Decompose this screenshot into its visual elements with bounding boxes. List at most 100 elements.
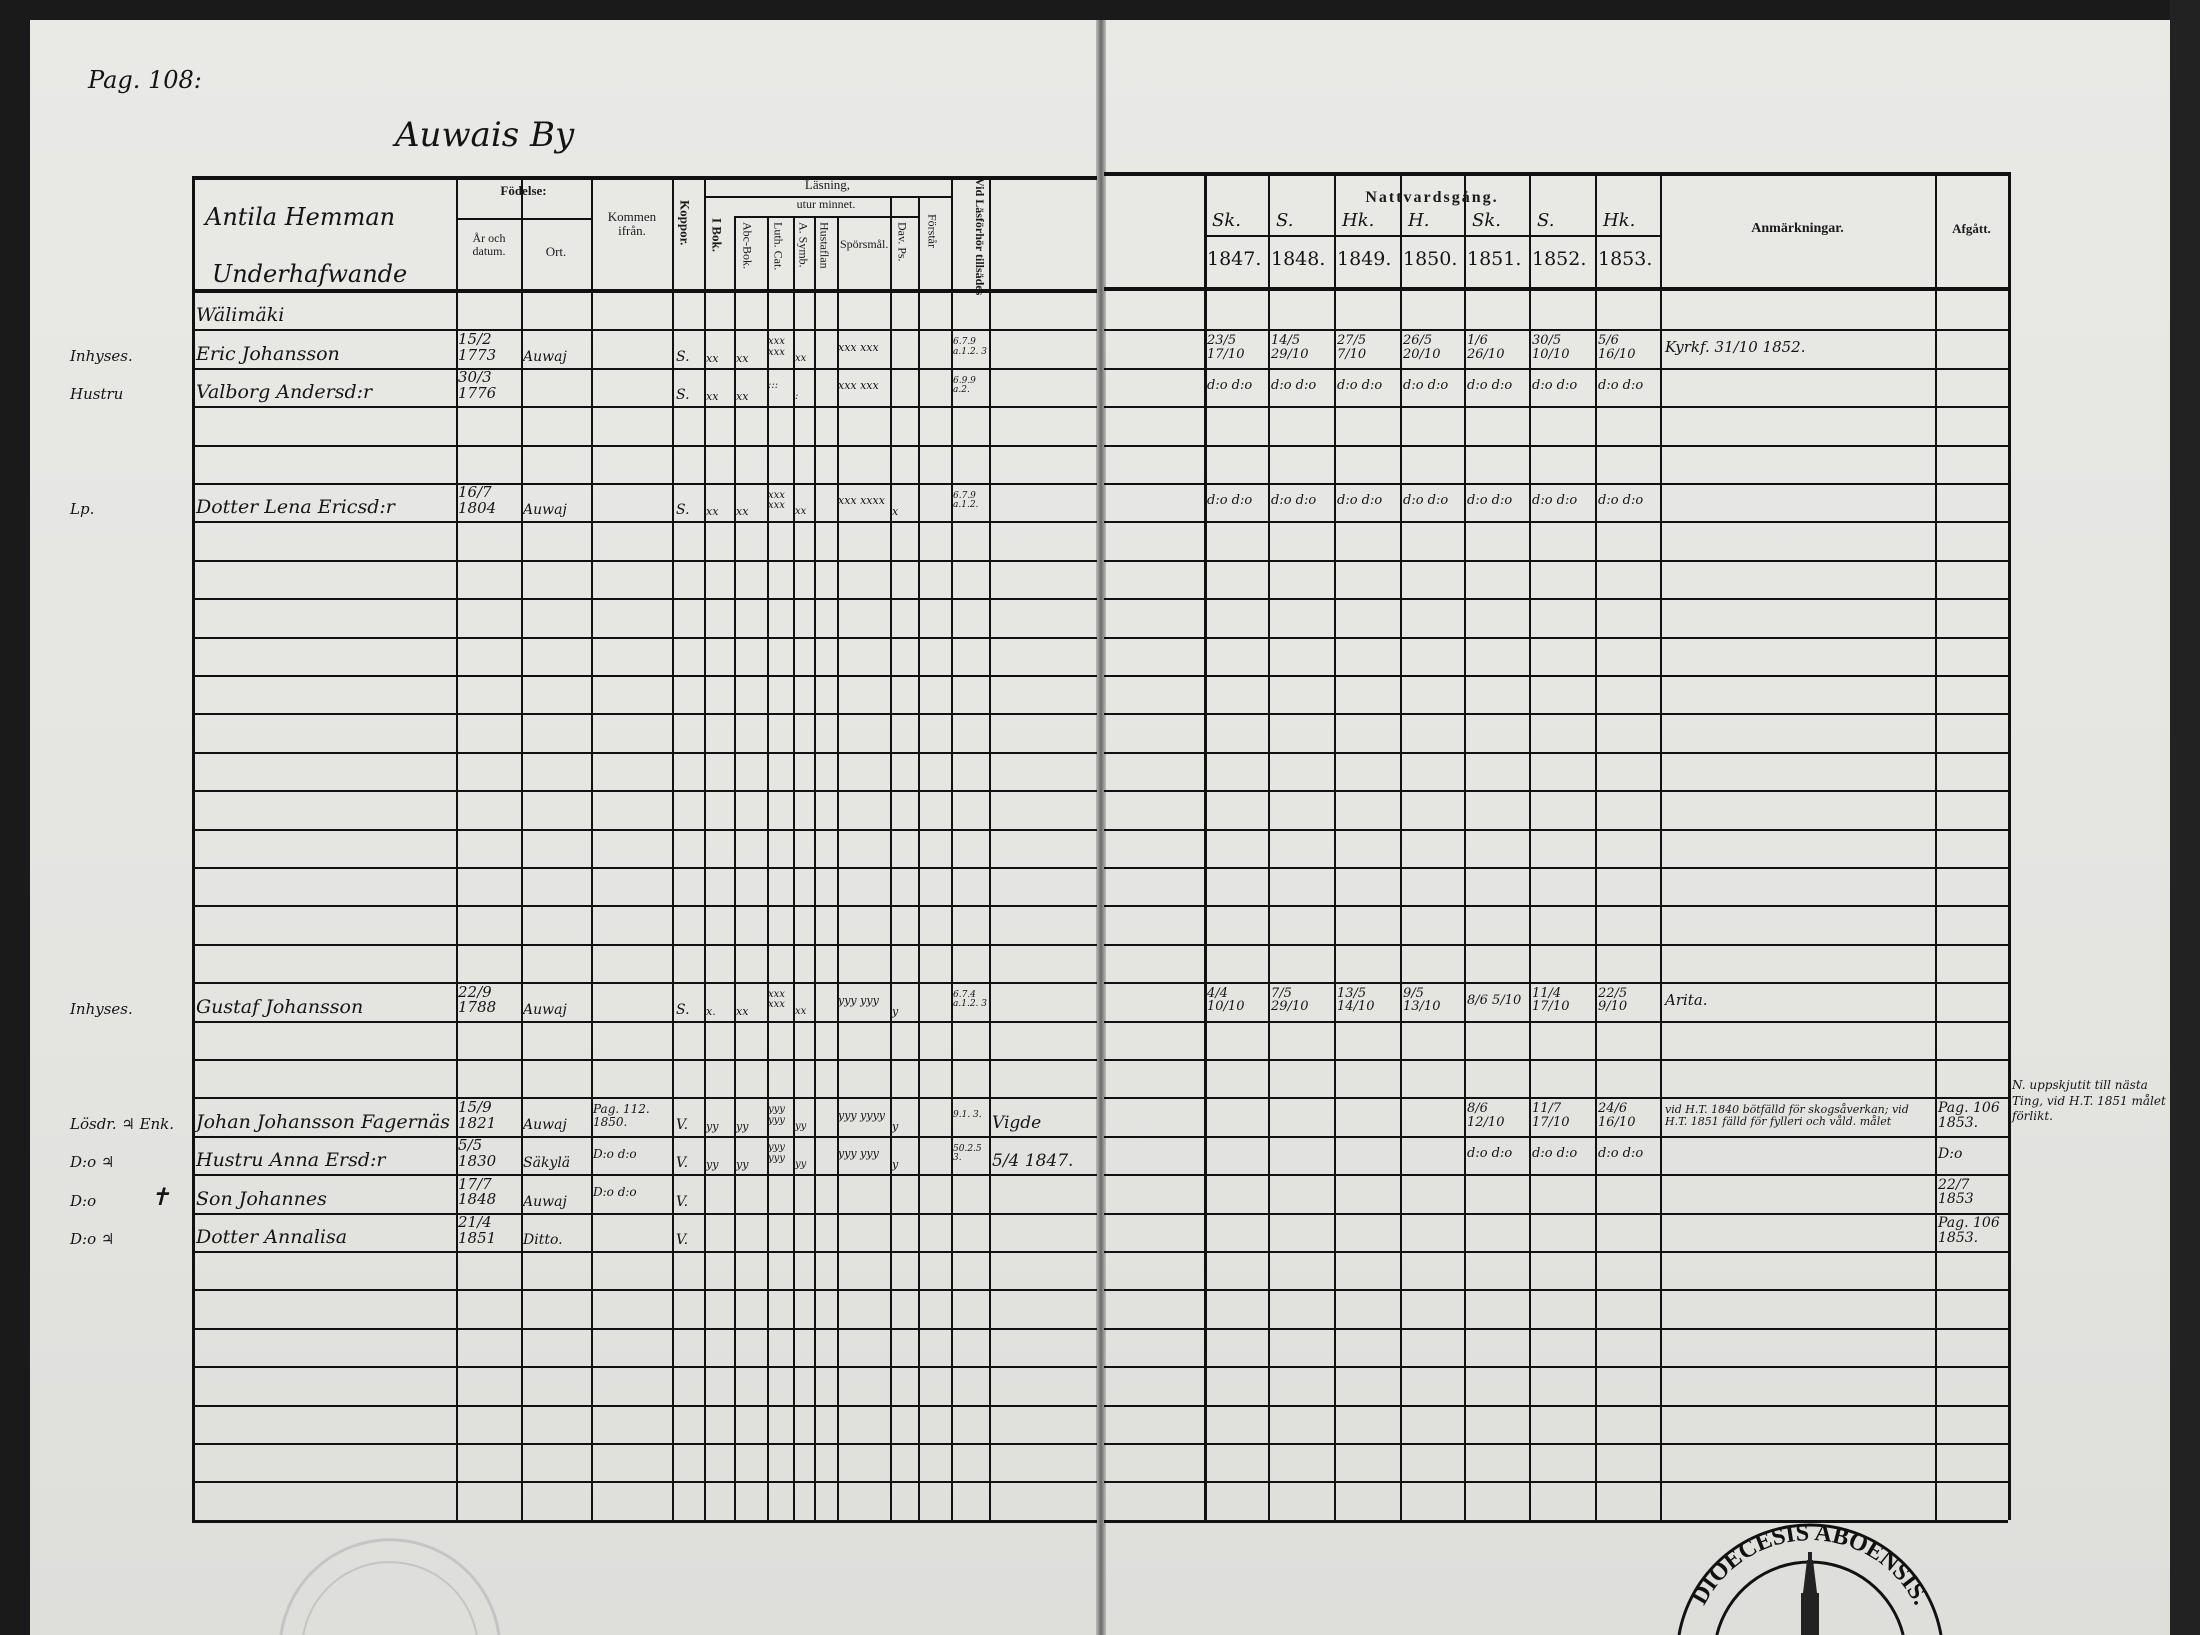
left-page xyxy=(30,20,1100,1635)
row-line xyxy=(192,636,1097,639)
cell-extra: Vigde xyxy=(992,1112,1042,1133)
column-line xyxy=(704,176,706,1520)
season-label: S. xyxy=(1537,210,1555,231)
cell-husta: xxx xxx xyxy=(838,379,879,393)
cell-margin: D:o ♃ xyxy=(70,1229,115,1248)
header-afgatt: Afgått. xyxy=(1952,221,1991,236)
row-line xyxy=(1104,1289,2008,1292)
cell-communion-date: 13/5 14/10 xyxy=(1337,985,1375,1015)
cell-from: D:o d:o xyxy=(593,1146,637,1161)
cell-luth: xxx xxx xyxy=(768,489,785,512)
header-abc-bok: Abc-Bok. xyxy=(740,222,755,269)
header-ort: Ort. xyxy=(545,244,567,259)
row-line xyxy=(192,1251,1097,1253)
cell-spors: x xyxy=(892,505,899,519)
row-line xyxy=(1104,905,2008,908)
cell-name: Dotter Annalisa xyxy=(196,1225,348,1248)
row-line xyxy=(1104,1481,2008,1484)
header-kommen-ifran: Kommen ifrån. xyxy=(607,209,657,238)
season-label: Hk. xyxy=(1342,210,1375,231)
cell-margin: D:o xyxy=(70,1191,97,1210)
column-line xyxy=(918,196,920,1520)
table-bottom-border xyxy=(1104,1519,2008,1523)
cell-margin: Hustru xyxy=(70,385,124,404)
cell-i_bok: xx xyxy=(706,390,719,404)
cell-spors: y xyxy=(892,1158,899,1172)
diocese-seal: DIOECESIS ABOENSIS. xyxy=(1677,1520,1943,1635)
row-line xyxy=(192,329,1097,332)
row-line xyxy=(1104,521,2008,524)
row-line xyxy=(1104,1020,2008,1023)
row-line xyxy=(192,790,1097,793)
row-line xyxy=(192,1443,1097,1445)
column-line xyxy=(1529,172,1531,1520)
cell-lasforhor: 6.9.9 a.2. xyxy=(953,375,976,395)
cell-communion-date: 26/5 20/10 xyxy=(1403,332,1441,362)
header-sporsmal: Spörsmål. xyxy=(840,237,889,251)
cell-communion-date: d:o d:o xyxy=(1271,493,1317,509)
header-anmarkningar: Anmärkningar. xyxy=(1751,221,1844,236)
cell-symb: yy xyxy=(795,1120,807,1132)
year-label: 1850. xyxy=(1403,248,1458,270)
table-top-border xyxy=(192,176,1097,180)
column-line xyxy=(672,176,674,1520)
cell-symb: xx xyxy=(795,352,807,364)
row-line xyxy=(1104,713,2008,716)
margin-note: N. uppskjutit till nästa Ting, vid H.T. … xyxy=(2012,1078,2166,1124)
cell-birth: 21/4 1851 xyxy=(458,1213,497,1247)
cell-kopor: S. xyxy=(676,387,690,404)
row-line xyxy=(1104,483,2008,485)
cell-husta: xxx xxx xyxy=(838,340,879,354)
cell-communion-date: 11/7 17/10 xyxy=(1532,1100,1570,1130)
cell-luth: xxx xxx xyxy=(768,988,785,1011)
row-line xyxy=(192,751,1097,754)
row-line xyxy=(1104,943,2008,946)
row-line xyxy=(192,521,1097,524)
column-line xyxy=(1935,172,1937,1520)
row-line xyxy=(192,1059,1097,1061)
cell-husta: yyy yyyy xyxy=(838,1108,885,1122)
cell-communion-date: d:o d:o xyxy=(1532,493,1578,509)
cell-kopor: S. xyxy=(676,1001,690,1018)
column-line xyxy=(1204,172,1207,1520)
year-label: 1849. xyxy=(1337,248,1392,270)
row-line xyxy=(192,1404,1097,1407)
cell-lasforhor: 6.7.4 a.1.2. 3 xyxy=(953,989,987,1010)
cell-name: Dotter Lena Ericsd:r xyxy=(196,496,395,519)
cell-communion-date: 23/5 17/10 xyxy=(1207,332,1245,362)
cell-kopor: V. xyxy=(676,1116,689,1133)
cell-lasforhor: 9.1. 3. xyxy=(953,1109,982,1120)
cell-birth: 16/7 1804 xyxy=(458,483,497,518)
row-line xyxy=(1104,675,2008,677)
row-line xyxy=(1104,867,2008,869)
cell-lasforhor: 50.2.5 3. xyxy=(953,1143,982,1163)
cell-name: Eric Johansson xyxy=(196,342,340,365)
cell-husta: yyy yyy xyxy=(838,993,879,1007)
subheader-line xyxy=(456,218,591,220)
row-line xyxy=(1104,1135,2008,1138)
row-line xyxy=(1104,598,2008,601)
cell-communion-date: 24/6 16/10 xyxy=(1598,1100,1636,1130)
cell-communion-date: d:o d:o xyxy=(1207,493,1253,509)
cell-place: Säkylä xyxy=(523,1155,571,1172)
row-line xyxy=(192,1212,1097,1215)
cell-communion-date: d:o d:o xyxy=(1598,1146,1644,1162)
cell-birth: 5/5 1830 xyxy=(458,1136,497,1170)
cell-communion-date: 9/5 13/10 xyxy=(1403,985,1441,1015)
column-line xyxy=(192,176,195,1520)
village-title: Auwais By xyxy=(395,115,575,155)
row-line xyxy=(1104,1212,2008,1215)
column-line xyxy=(890,196,892,1520)
column-line xyxy=(1660,172,1662,1520)
row-line xyxy=(192,1174,1097,1177)
cell-spors: y xyxy=(892,1004,899,1018)
row-line xyxy=(1104,1097,2008,1100)
cell-abc: xx xyxy=(736,1004,749,1018)
cell-communion-date: 8/6 12/10 xyxy=(1467,1100,1505,1130)
header-bottom-border xyxy=(192,289,1097,293)
cell-symb: xx xyxy=(795,506,807,518)
column-line xyxy=(521,176,523,1520)
cell-margin: Inhyses. xyxy=(70,999,133,1018)
cell-birth: 15/2 1773 xyxy=(458,329,497,364)
header-fodelse: Födelse: xyxy=(500,183,547,198)
